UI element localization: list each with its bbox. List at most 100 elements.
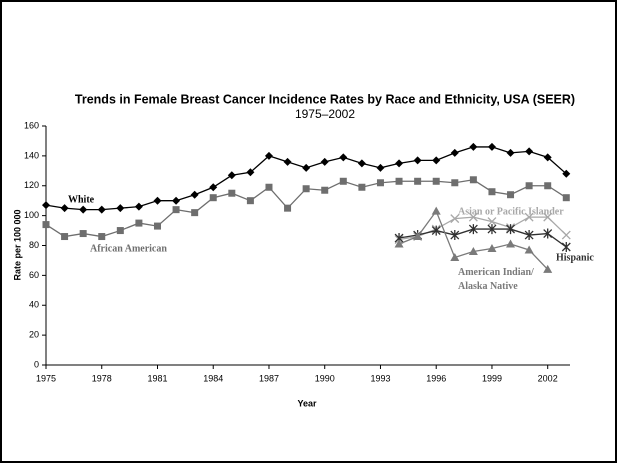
data-point: [190, 190, 199, 199]
y-tick-label: 120: [24, 180, 39, 190]
data-point: [116, 227, 124, 235]
data-point: [469, 176, 477, 184]
data-point: [450, 230, 460, 241]
x-axis-label: Year: [297, 398, 317, 408]
data-point: [561, 230, 571, 240]
data-point: [79, 230, 87, 238]
marker: [524, 230, 534, 241]
data-point: [561, 241, 571, 252]
data-point: [413, 156, 422, 165]
marker: [42, 221, 50, 229]
marker: [543, 228, 553, 239]
y-tick-label: 100: [24, 210, 39, 220]
data-point: [544, 182, 552, 190]
y-tick-label: 60: [29, 270, 39, 280]
x-tick-label: 1975: [36, 373, 56, 383]
data-point: [469, 142, 478, 151]
marker: [320, 157, 329, 166]
marker: [487, 142, 496, 151]
data-point: [209, 183, 218, 192]
data-point: [432, 177, 440, 185]
marker: [209, 183, 218, 192]
data-point: [524, 212, 534, 222]
marker: [395, 177, 403, 185]
data-point: [246, 197, 254, 205]
marker: [451, 179, 459, 187]
marker: [543, 264, 553, 273]
marker: [469, 176, 477, 184]
marker: [357, 159, 366, 168]
marker: [153, 222, 161, 230]
data-point: [431, 225, 441, 236]
marker: [487, 243, 497, 252]
data-point: [339, 177, 347, 185]
data-point: [264, 151, 273, 160]
y-tick-label: 40: [29, 300, 39, 310]
data-point: [414, 177, 422, 185]
marker: [488, 188, 496, 196]
chart-subtitle: 1975–2002: [295, 107, 355, 121]
marker: [394, 239, 404, 248]
data-point: [172, 206, 180, 214]
marker: [339, 177, 347, 185]
data-point: [320, 157, 329, 166]
marker: [227, 171, 236, 180]
marker: [79, 205, 88, 214]
marker: [190, 190, 199, 199]
data-point: [376, 163, 385, 172]
marker: [468, 212, 478, 222]
data-point: [487, 142, 496, 151]
data-point: [134, 202, 143, 211]
marker: [283, 157, 292, 166]
marker: [506, 239, 516, 248]
data-point: [468, 246, 478, 255]
data-point: [506, 224, 515, 235]
series-label: African American: [90, 243, 167, 254]
data-point: [487, 243, 497, 252]
data-point: [376, 179, 384, 187]
series-label: White: [68, 194, 95, 205]
marker: [413, 232, 423, 241]
data-point: [432, 156, 441, 165]
data-point: [562, 194, 570, 202]
y-tick-label: 80: [29, 240, 39, 250]
data-point: [451, 179, 459, 187]
marker: [79, 230, 87, 238]
marker: [284, 204, 292, 212]
data-point: [321, 186, 329, 194]
marker: [172, 196, 181, 205]
series-label: Asian or Pacific Islander: [458, 206, 564, 217]
data-point: [413, 232, 423, 241]
series-label: Hispanic: [556, 252, 594, 263]
marker: [468, 246, 478, 255]
data-point: [525, 182, 533, 190]
marker: [468, 224, 478, 235]
data-point: [153, 196, 162, 205]
marker: [487, 224, 497, 235]
x-tick-label: 1984: [203, 373, 223, 383]
marker: [450, 230, 460, 241]
marker: [395, 159, 404, 168]
marker: [246, 197, 254, 205]
marker: [265, 183, 273, 191]
marker: [562, 194, 570, 202]
data-point: [283, 157, 292, 166]
x-tick-label: 1993: [370, 373, 390, 383]
marker: [561, 241, 571, 252]
data-point: [153, 222, 161, 230]
data-point: [60, 204, 69, 213]
marker: [135, 219, 143, 227]
data-point: [227, 171, 236, 180]
marker: [302, 185, 310, 193]
series-label-line: American Indian/: [458, 267, 534, 278]
data-point: [488, 188, 496, 196]
marker: [543, 212, 553, 222]
data-point: [135, 219, 143, 227]
marker: [339, 153, 348, 162]
data-point: [284, 204, 292, 212]
series-line: [398, 228, 567, 248]
marker: [153, 196, 162, 205]
marker: [525, 147, 534, 156]
